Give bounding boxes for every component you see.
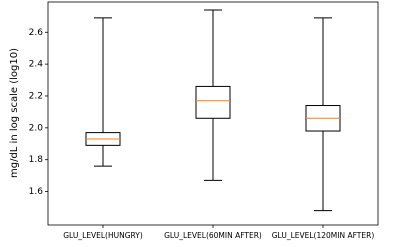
y-tick-label: 1.8 <box>29 155 44 165</box>
x-tick-label: GLU_LEVEL(HUNGRY) <box>63 231 143 240</box>
y-tick-label: 2.2 <box>29 91 43 101</box>
x-tick-label: GLU_LEVEL(60MIN AFTER) <box>164 231 262 240</box>
box <box>195 85 231 119</box>
y-tick-label: 2.6 <box>29 28 44 38</box>
y-tick-label: 2.4 <box>29 60 44 70</box>
y-tick-label: 1.6 <box>29 187 44 197</box>
y-axis-label: mg/dL in log scale (log10) <box>9 48 20 178</box>
y-tick-label: 2.0 <box>29 123 44 133</box>
x-tick-label: GLU_LEVEL(120MIN AFTER) <box>272 231 375 240</box>
